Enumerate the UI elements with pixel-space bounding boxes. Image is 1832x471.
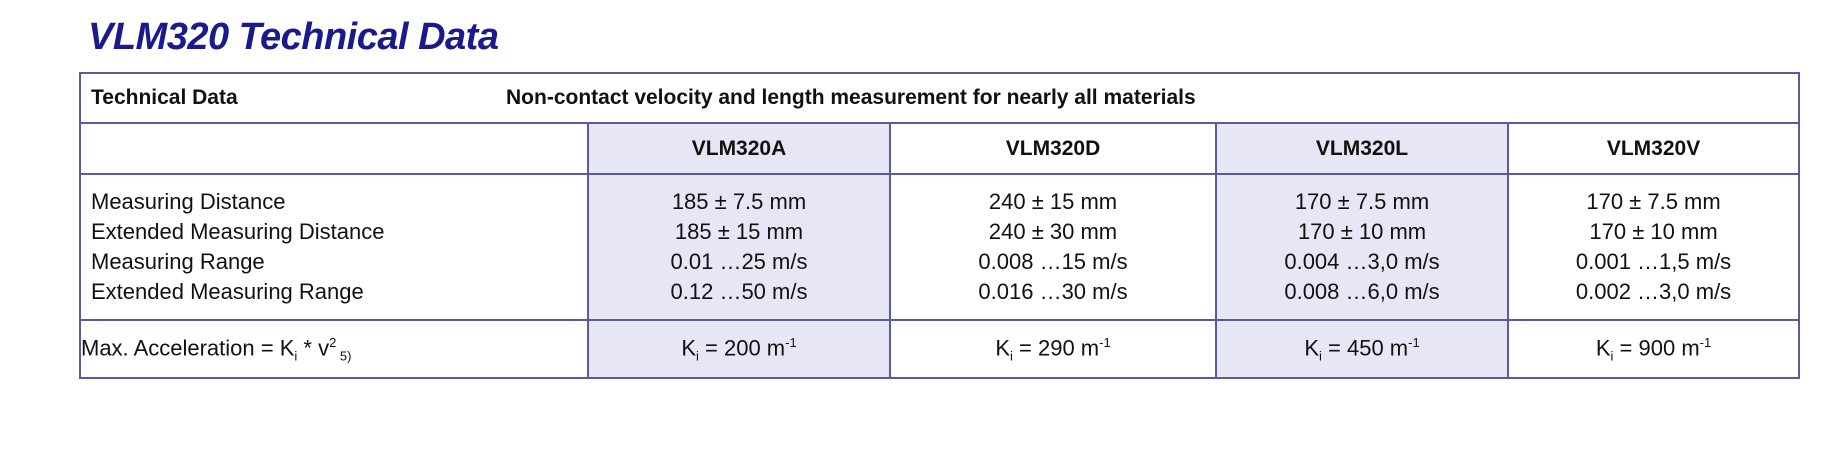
superscript: 2 [329, 334, 337, 350]
spec-value: 185 ± 15 mm [674, 219, 804, 244]
spec-labels-cell: Measuring Distance Extended Measuring Di… [79, 173, 589, 321]
spec-values-cell: 170 ± 7.5 mm 170 ± 10 mm 0.001 …1,5 m/s … [1506, 173, 1801, 321]
superscript: -1 [785, 334, 797, 350]
ki-symbol: K [995, 334, 1010, 360]
row-label: Measuring Distance [91, 189, 286, 214]
ki-symbol: K [1595, 334, 1611, 360]
page-title: VLM320 Technical Data [88, 16, 499, 58]
spec-value: 0.016 …30 m/s [978, 279, 1128, 304]
header-description: Non-contact velocity and length measurem… [506, 86, 1196, 109]
acceleration-number: = 290 m [1019, 334, 1100, 360]
acceleration-number: = 900 m [1619, 334, 1700, 360]
subscript: i [1010, 348, 1013, 364]
spec-values-cell: 185 ± 7.5 mm 185 ± 15 mm 0.01 …25 m/s 0.… [587, 173, 891, 321]
technical-data-table: Technical Data Non-contact velocity and … [78, 72, 1801, 379]
row-label: Extended Measuring Range [91, 279, 364, 304]
spec-value: 240 ± 15 mm [988, 189, 1118, 214]
spec-value: 0.001 …1,5 m/s [1575, 249, 1732, 274]
subscript: i [1610, 348, 1614, 364]
model-name: VLM320V [1506, 122, 1801, 175]
model-name: VLM320D [889, 122, 1217, 175]
subscript: i [294, 348, 298, 364]
row-label: Measuring Range [91, 249, 265, 274]
acceleration-value: Ki = 290 m-1 [889, 319, 1217, 379]
spec-value: 240 ± 30 mm [988, 219, 1118, 244]
model-row: VLM320A VLM320D VLM320L VLM320V [79, 122, 1801, 175]
model-name: VLM320A [587, 122, 891, 175]
acceleration-value: Ki = 900 m-1 [1506, 319, 1801, 379]
row-label: Extended Measuring Distance [91, 219, 385, 244]
spec-value: 0.002 …3,0 m/s [1575, 279, 1732, 304]
spec-values-cell: 170 ± 7.5 mm 170 ± 10 mm 0.004 …3,0 m/s … [1215, 173, 1509, 321]
header-label: Technical Data [91, 86, 238, 109]
superscript: -1 [1699, 334, 1712, 350]
spec-value: 170 ± 10 mm [1589, 219, 1718, 244]
acceleration-number: = 200 m [705, 334, 786, 360]
spec-value: 0.008 …15 m/s [978, 249, 1128, 274]
acceleration-value: Ki = 450 m-1 [1215, 319, 1509, 379]
table-header-row: Technical Data Non-contact velocity and … [78, 72, 1801, 124]
acceleration-label-text: * v [297, 334, 330, 360]
ki-symbol: K [681, 334, 696, 360]
spec-value: 0.12 …50 m/s [670, 279, 808, 304]
acceleration-label: Max. Acceleration = Ki * v2 5) [79, 319, 589, 379]
acceleration-label-text: Max. Acceleration = K [81, 334, 295, 360]
subscript: i [1319, 348, 1322, 364]
spec-values-cell: 240 ± 15 mm 240 ± 30 mm 0.008 …15 m/s 0.… [889, 173, 1217, 321]
ki-symbol: K [1304, 334, 1319, 360]
spec-value: 0.01 …25 m/s [670, 249, 808, 274]
footnote-ref: 5) [336, 348, 352, 364]
acceleration-row: Max. Acceleration = Ki * v2 5) Ki = 200 … [79, 319, 1801, 379]
model-row-empty-cell [79, 122, 589, 175]
spec-value: 185 ± 7.5 mm [671, 189, 807, 214]
specs-row: Measuring Distance Extended Measuring Di… [79, 173, 1801, 321]
spec-value: 0.004 …3,0 m/s [1284, 249, 1440, 274]
acceleration-number: = 450 m [1328, 334, 1409, 360]
spec-value: 0.008 …6,0 m/s [1284, 279, 1440, 304]
spec-value: 170 ± 7.5 mm [1294, 189, 1430, 214]
header-cell: Technical Data Non-contact velocity and … [78, 72, 1801, 124]
subscript: i [696, 348, 699, 364]
spec-value: 170 ± 7.5 mm [1586, 189, 1721, 214]
superscript: -1 [1408, 334, 1420, 350]
spec-value: 170 ± 10 mm [1297, 219, 1427, 244]
acceleration-value: Ki = 200 m-1 [587, 319, 891, 379]
model-name: VLM320L [1215, 122, 1509, 175]
superscript: -1 [1099, 334, 1111, 350]
